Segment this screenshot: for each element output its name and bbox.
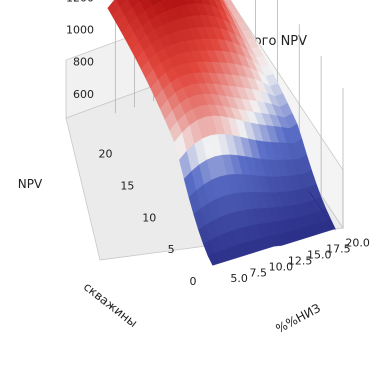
y-tick-label: 10 <box>142 211 156 224</box>
y-tick-label: 20 <box>99 148 113 161</box>
x-axis-label: %%НИЗ <box>273 301 322 336</box>
y-axis-label: скважины <box>81 280 140 331</box>
z-tick-label: 600 <box>73 88 94 101</box>
x-tick-label: 10.0 <box>269 260 294 273</box>
y-tick-label: 5 <box>168 243 175 256</box>
z-tick-label: 800 <box>73 56 94 69</box>
x-tick-label: 7.5 <box>250 266 268 279</box>
x-tick-label: 17.5 <box>326 242 351 255</box>
y-tick-label: 15 <box>120 179 134 192</box>
x-tick-label: 20.0 <box>345 236 370 249</box>
z-tick-label: 1200 <box>66 0 94 4</box>
x-tick-label: 5.0 <box>230 272 248 285</box>
z-axis-label: NPV <box>18 177 43 191</box>
x-tick-label: 12.5 <box>288 254 313 267</box>
x-tick-label: 15.0 <box>307 248 332 261</box>
surface-side <box>309 190 336 231</box>
ticks: 600 800 1000 1200 0 5 10 15 20 5.07.510.012.515.0… <box>66 0 370 288</box>
surface <box>107 0 336 266</box>
surface-patch <box>322 218 336 232</box>
z-tick-label: 1000 <box>66 23 94 36</box>
y-tick-label: 0 <box>190 275 197 288</box>
